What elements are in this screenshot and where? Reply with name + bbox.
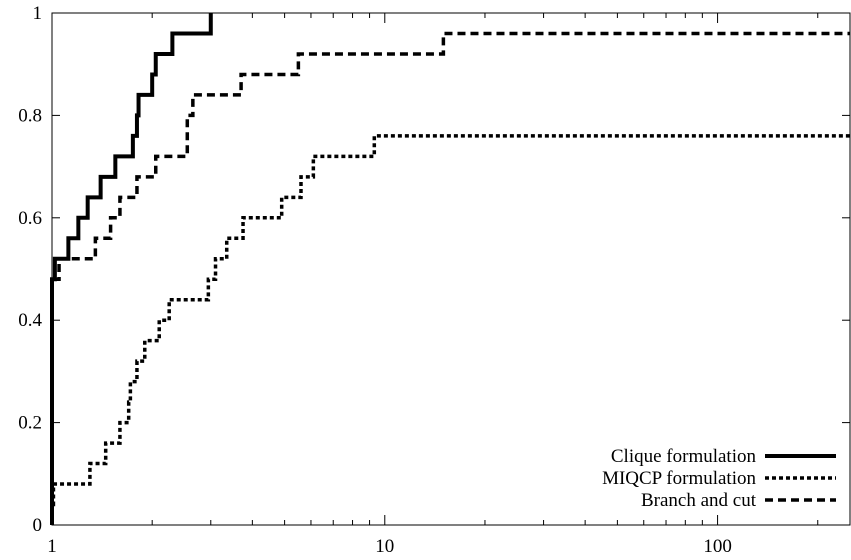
series-lines bbox=[50, 13, 850, 525]
y-tick-label: 0.2 bbox=[18, 413, 42, 434]
plot-frame bbox=[51, 12, 851, 526]
series-line bbox=[50, 134, 850, 525]
legend-label: MIQCP formulation bbox=[602, 468, 756, 489]
x-tick-label: 1 bbox=[47, 536, 57, 557]
y-tick-label: 0.4 bbox=[18, 310, 42, 331]
series-line bbox=[50, 31, 850, 525]
series-line bbox=[50, 13, 213, 525]
legend-label: Clique formulation bbox=[611, 446, 757, 467]
x-tick-label: 10 bbox=[375, 536, 394, 557]
axis-ticks: 0 0.2 0.4 0.6 0.8 1 1 10 100 bbox=[18, 3, 850, 557]
y-tick-label: 0.8 bbox=[18, 105, 42, 126]
legend-label: Branch and cut bbox=[641, 490, 757, 511]
y-tick-label: 0 bbox=[33, 515, 43, 536]
y-tick-label: 1 bbox=[33, 3, 43, 24]
y-tick-label: 0.6 bbox=[18, 208, 42, 229]
x-tick-label: 100 bbox=[703, 536, 732, 557]
